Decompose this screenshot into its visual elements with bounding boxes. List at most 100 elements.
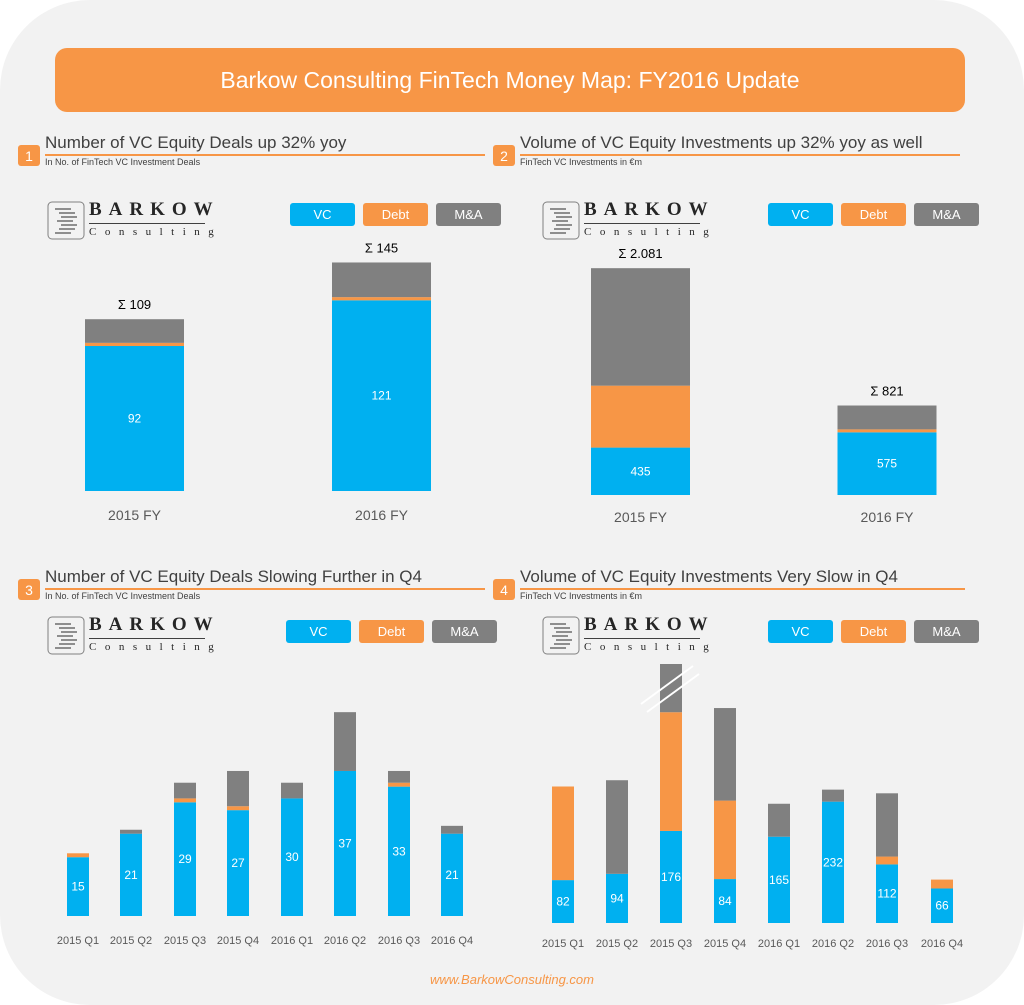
section-title: Volume of VC Equity Investments up 32% y… — [520, 133, 923, 152]
bar-segment-vc-2015-q1 — [67, 857, 89, 916]
legend-m-and-a: M&A — [914, 620, 979, 643]
chart-2-legend: VC Debt M&A — [768, 203, 979, 226]
value-label-2015-q3: 29 — [178, 852, 192, 866]
bar-segment-vc-2016-q2 — [822, 801, 844, 923]
bar-segment-m-and-a-2016-q3 — [876, 793, 898, 857]
value-label-2015-q1: 15 — [71, 880, 85, 894]
category-label-2015-q1: 2015 Q1 — [57, 935, 99, 947]
title-underline — [45, 154, 485, 156]
bar-segment-m-and-a-2015-q4 — [227, 770, 249, 807]
value-label-2016-q2: 232 — [823, 855, 843, 869]
bar-segment-vc-2016-q3 — [876, 864, 898, 923]
bar-segment-debt-2016-q3 — [388, 782, 410, 787]
bar-segment-vc-2016-q1 — [768, 836, 790, 923]
category-label-2016-q3: 2016 Q3 — [866, 938, 908, 950]
value-label-2015-q3: 176 — [661, 870, 681, 884]
category-label-2016-q2: 2016 Q2 — [812, 938, 854, 950]
bar-segment-m-and-a-2015-q2 — [120, 829, 142, 834]
legend-m-and-a: M&A — [436, 203, 501, 226]
logo-name: BARKOW — [89, 199, 220, 220]
total-label-2015-fy: Σ 109 — [118, 297, 151, 312]
bar-segment-vc-2015-q3 — [660, 830, 682, 923]
logo-rule — [89, 638, 205, 639]
section-number-badge: 1 — [18, 145, 40, 166]
category-label-2016-fy: 2016 FY — [355, 507, 409, 523]
section-number-badge: 3 — [18, 579, 40, 600]
bar-segment-debt-2015-q1 — [552, 786, 574, 881]
value-label-2015-q4: 27 — [231, 856, 245, 870]
bar-segment-debt-2015-fy — [85, 342, 184, 347]
bar-segment-vc-2016-fy — [837, 432, 937, 495]
bar-segment-vc-2016-q1 — [281, 798, 303, 916]
value-label-2015-q2: 94 — [610, 891, 624, 905]
legend-vc: VC — [286, 620, 351, 643]
category-label-2016-q4: 2016 Q4 — [921, 938, 963, 950]
barkow-logo-icon — [542, 616, 580, 655]
category-label-2015-q2: 2015 Q2 — [110, 935, 152, 947]
legend-m-and-a: M&A — [914, 203, 979, 226]
category-label-2016-q2: 2016 Q2 — [324, 935, 366, 947]
logo-rule — [584, 223, 700, 224]
barkow-logo: BARKOW Consulting — [542, 199, 709, 245]
section-subtitle: In No. of FinTech VC Investment Deals — [45, 157, 201, 167]
value-label-2015-fy: 435 — [630, 464, 650, 478]
bar-segment-m-and-a-2016-fy — [837, 405, 937, 430]
bar-segment-m-and-a-2015-fy — [591, 268, 690, 386]
title-underline — [45, 588, 485, 590]
bar-segment-m-and-a-2015-fy — [85, 319, 184, 343]
barkow-logo-icon — [47, 201, 85, 240]
bar-segment-m-and-a-2016-q1 — [281, 782, 303, 799]
bar-segment-m-and-a-2015-q2 — [606, 780, 628, 874]
section-title: Number of VC Equity Deals up 32% yoy — [45, 133, 347, 152]
bar-segment-vc-2015-q2 — [606, 873, 628, 923]
chart-3-legend: VC Debt M&A — [286, 620, 497, 643]
bar-segment-vc-2015-q4 — [714, 879, 736, 923]
total-label-2015-fy: Σ 2.081 — [618, 246, 662, 261]
legend-debt: Debt — [363, 203, 428, 226]
category-label-2016-q1: 2016 Q1 — [271, 935, 313, 947]
chart-1-legend: VC Debt M&A — [290, 203, 501, 226]
section-subtitle: FinTech VC Investments in €m — [520, 157, 643, 167]
legend-vc: VC — [290, 203, 355, 226]
category-label-2016-fy: 2016 FY — [861, 509, 915, 525]
total-label-2016-fy: Σ 145 — [365, 240, 398, 255]
logo-tagline: Consulting — [89, 641, 223, 653]
section-title: Number of VC Equity Deals Slowing Furthe… — [45, 567, 422, 586]
category-label-2016-q4: 2016 Q4 — [431, 935, 473, 947]
value-label-2016-q4: 21 — [445, 868, 459, 882]
bar-segment-debt-2016-q4 — [931, 879, 953, 889]
bar-segment-debt-2015-q4 — [227, 806, 249, 811]
section-number-badge: 4 — [493, 579, 515, 600]
value-label-2015-q2: 21 — [124, 868, 138, 882]
logo-name: BARKOW — [584, 614, 715, 635]
footer-website-link[interactable]: www.BarkowConsulting.com — [429, 972, 594, 987]
bar-segment-m-and-a-2015-q4 — [714, 708, 736, 801]
bar-segment-vc-2016-q3 — [388, 786, 410, 916]
bar-segment-debt-2015-q3 — [174, 798, 196, 803]
barkow-logo: BARKOW Consulting — [47, 199, 214, 245]
total-label-2016-fy: Σ 821 — [870, 384, 903, 399]
logo-name: BARKOW — [89, 614, 220, 635]
title-underline — [520, 588, 965, 590]
barkow-logo-icon — [47, 616, 85, 655]
bar-segment-m-and-a-2016-q4 — [441, 825, 463, 834]
axis-break-mark — [646, 673, 700, 713]
chart-4-legend: VC Debt M&A — [768, 620, 979, 643]
bar-segment-vc-2016-fy — [332, 300, 431, 491]
bar-segment-debt-2016-q3 — [876, 856, 898, 865]
bar-segment-m-and-a-2016-q2 — [334, 712, 356, 771]
bar-segment-m-and-a-2016-fy — [332, 262, 431, 298]
value-label-2016-q1: 30 — [285, 850, 299, 864]
value-label-2016-q3: 112 — [877, 887, 896, 901]
bar-segment-debt-2015-fy — [591, 385, 690, 448]
bar-segment-vc-2015-fy — [591, 447, 690, 495]
bar-segment-debt-2015-q1 — [67, 853, 89, 858]
barkow-logo-icon — [542, 201, 580, 240]
category-label-2015-fy: 2015 FY — [614, 509, 668, 525]
bar-segment-vc-2016-q4 — [441, 833, 463, 916]
category-label-2016-q1: 2016 Q1 — [758, 938, 800, 950]
legend-debt: Debt — [841, 203, 906, 226]
logo-rule — [89, 223, 205, 224]
